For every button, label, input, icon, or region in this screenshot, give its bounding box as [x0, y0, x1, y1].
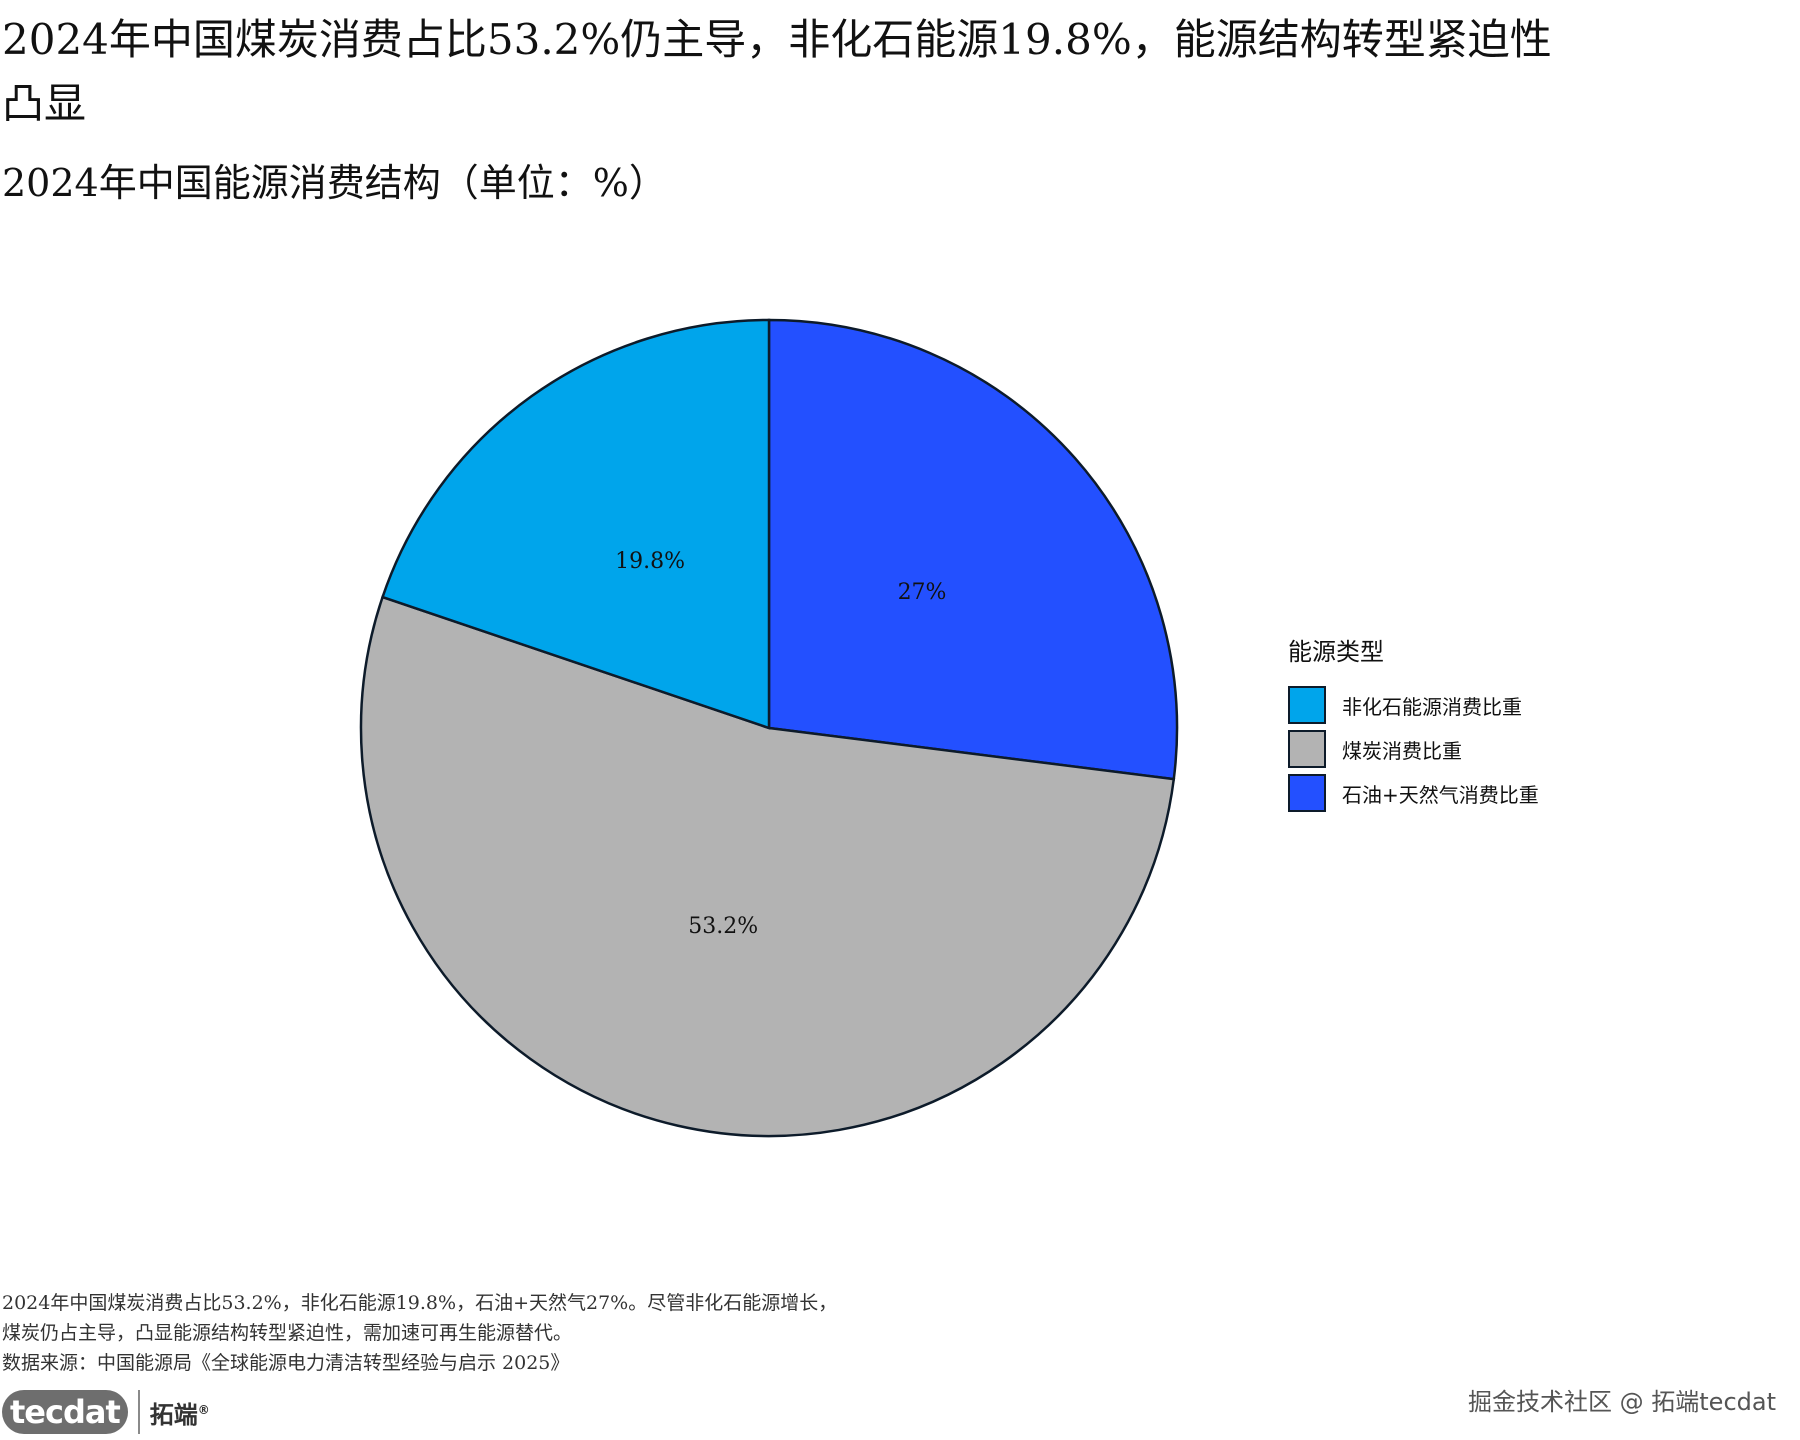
legend-label-0: 非化石能源消费比重: [1342, 694, 1522, 719]
caption: 2024年中国煤炭消费占比53.2%，非化石能源19.8%，石油+天然气27%。…: [2, 1288, 1002, 1378]
legend-title: 能源类型: [1288, 638, 1384, 666]
legend-swatch-0: [1288, 686, 1326, 724]
slice-label-2: 19.8%: [615, 549, 685, 574]
logo-text-label: 拓端: [149, 1400, 198, 1429]
legend-item-2: 石油+天然气消费比重: [1288, 771, 1539, 815]
pie-slice-2: [380, 318, 771, 730]
tecdat-logo: tecdat 拓端®: [2, 1388, 210, 1436]
logo-mark: tecdat: [2, 1390, 128, 1434]
caption-line-2: 煤炭仍占主导，凸显能源结构转型紧迫性，需加速可再生能源替代。: [2, 1322, 573, 1344]
legend-items: 非化石能源消费比重 煤炭消费比重石油+天然气消费比重: [1288, 683, 1539, 815]
legend-label-1: 煤炭消费比重: [1342, 738, 1462, 763]
legend-item-1: 煤炭消费比重: [1288, 727, 1539, 771]
watermark: 掘金技术社区 @ 拓端tecdat: [1468, 1388, 1776, 1416]
logo-divider: [137, 1390, 140, 1434]
slice-label-0: 27%: [898, 580, 947, 605]
chart-title: 2024年中国煤炭消费占比53.2%仍主导，非化石能源19.8%，能源结构转型紧…: [2, 15, 1552, 128]
logo-text: 拓端®: [150, 1395, 210, 1430]
pie-slice-1: [359, 595, 1176, 1138]
caption-line-1: 2024年中国煤炭消费占比53.2%，非化石能源19.8%，石油+天然气27%。…: [2, 1292, 838, 1314]
caption-source: 数据来源：中国能源局《全球能源电力清洁转型经验与启示 2025》: [2, 1352, 570, 1374]
legend-item-0: 非化石能源消费比重: [1288, 683, 1539, 727]
legend-swatch-2: [1288, 774, 1326, 812]
legend-label-2: 石油+天然气消费比重: [1342, 782, 1539, 807]
pie-slice-0: [767, 318, 1179, 781]
chart-subtitle: 2024年中国能源消费结构（单位：%）: [2, 161, 667, 205]
slice-label-1: 53.2%: [688, 914, 758, 939]
registered-mark: ®: [197, 1402, 210, 1417]
legend: 能源类型 非化石能源消费比重 煤炭消费比重石油+天然气消费比重: [1288, 632, 1539, 815]
legend-swatch-1: [1288, 730, 1326, 768]
